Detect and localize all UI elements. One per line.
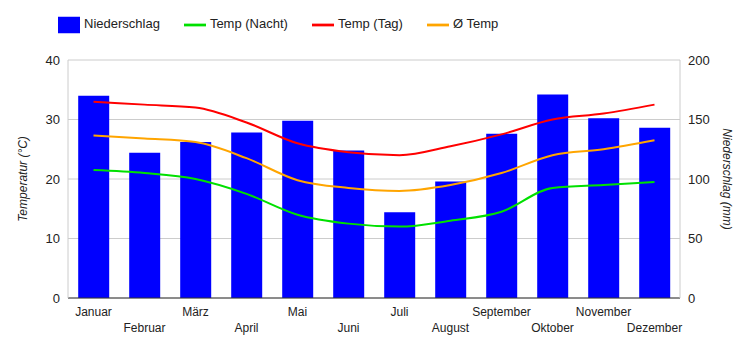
svg-text:10: 10: [46, 231, 60, 246]
svg-text:September: September: [472, 305, 531, 319]
svg-text:50: 50: [688, 231, 702, 246]
svg-text:Oktober: Oktober: [531, 321, 574, 335]
svg-text:0: 0: [53, 291, 60, 306]
svg-text:150: 150: [688, 112, 710, 127]
svg-text:August: August: [432, 321, 470, 335]
svg-text:Juni: Juni: [337, 321, 359, 335]
html-text:Ø Temp: Ø Temp: [452, 16, 499, 32]
html-text:Niederschlag: Niederschlag: [84, 16, 160, 32]
svg-text:Temperatur (°C): Temperatur (°C): [16, 136, 30, 222]
html-text:Temp (Tag): Temp (Tag): [337, 16, 403, 32]
svg-text:Niederschlag (mm): Niederschlag (mm): [720, 128, 734, 229]
svg-text:Februar: Februar: [123, 321, 165, 335]
svg-text:Juli: Juli: [390, 305, 408, 319]
svg-text:0: 0: [688, 291, 695, 306]
svg-text:November: November: [576, 305, 631, 319]
svg-text:Januar: Januar: [75, 305, 112, 319]
svg-text:200: 200: [688, 53, 710, 68]
svg-text:20: 20: [46, 172, 60, 187]
svg-text:März: März: [182, 305, 209, 319]
svg-text:100: 100: [688, 172, 710, 187]
svg-text:April: April: [234, 321, 258, 335]
svg-text:40: 40: [46, 53, 60, 68]
svg-text:Dezember: Dezember: [627, 321, 682, 335]
svg-text:30: 30: [46, 112, 60, 127]
svg-text:Mai: Mai: [288, 305, 307, 319]
html-text:Temp (Nacht): Temp (Nacht): [209, 16, 288, 32]
